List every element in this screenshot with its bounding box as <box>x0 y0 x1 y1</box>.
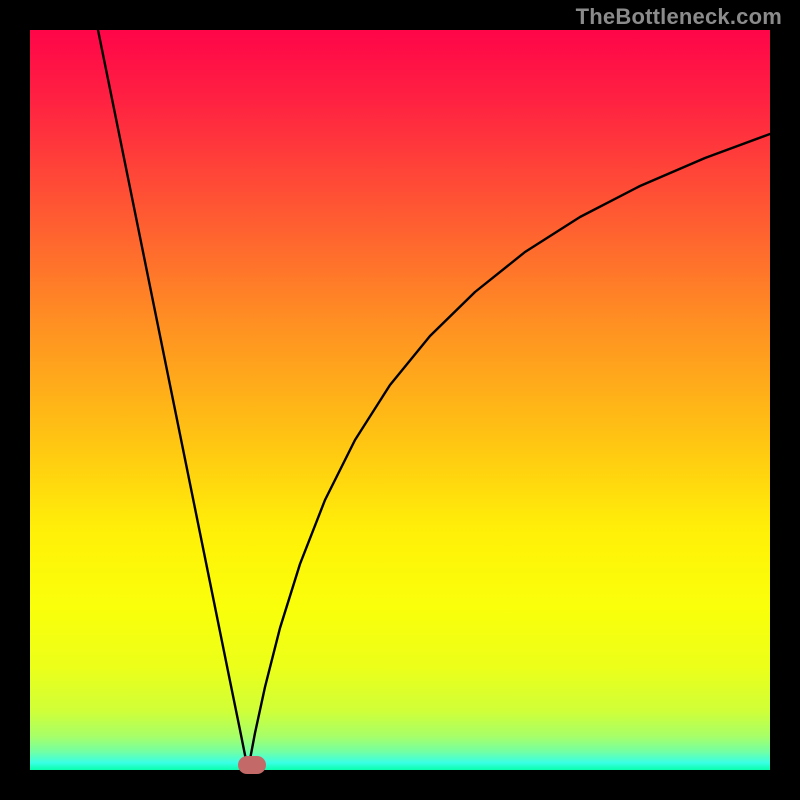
watermark-text: TheBottleneck.com <box>576 4 782 30</box>
curve-svg <box>30 30 770 770</box>
plot-area <box>30 30 770 770</box>
minimum-marker <box>238 756 266 774</box>
bottleneck-curve <box>98 30 770 770</box>
